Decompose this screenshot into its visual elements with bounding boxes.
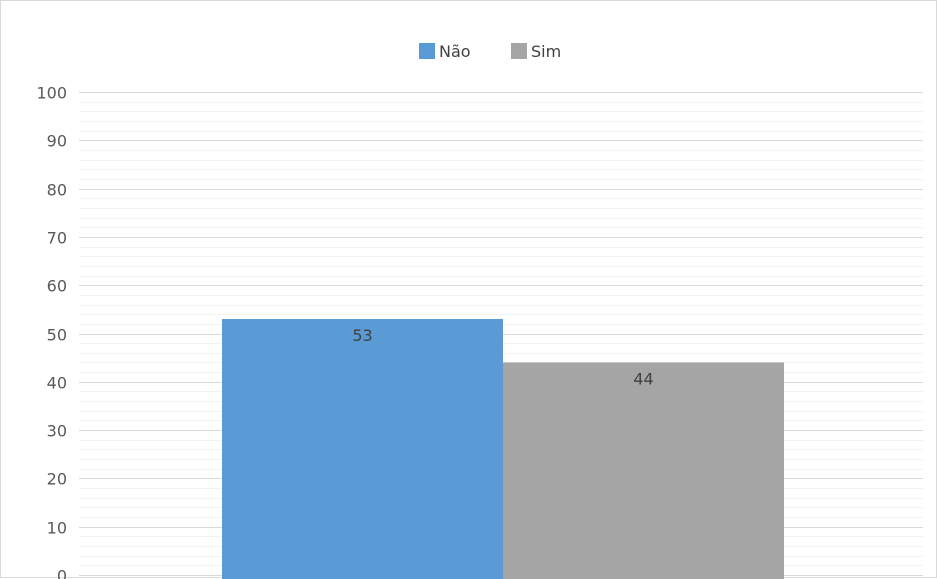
bars [222,319,784,579]
y-tick-label: 10 [47,519,67,538]
y-tick-label: 90 [47,132,67,151]
y-tick-label: 100 [36,84,67,103]
y-tick-label: 20 [47,470,67,489]
legend-swatch-sim [511,43,527,59]
bar-nao [222,319,503,579]
y-tick-label: 50 [47,326,67,345]
bar-sim [503,362,784,579]
legend-swatch-nao [419,43,435,59]
y-tick-label: 30 [47,422,67,441]
y-tick-label: 70 [47,229,67,248]
legend-label-nao: Não [439,42,471,61]
y-tick-label: 40 [47,374,67,393]
legend-label-sim: Sim [531,42,561,61]
y-tick-label: 0 [57,567,67,579]
y-tick-label: 60 [47,277,67,296]
data-label-sim: 44 [633,369,653,388]
legend: Não Sim [419,42,561,61]
y-tick-label: 80 [47,181,67,200]
data-label-nao: 53 [352,326,372,345]
